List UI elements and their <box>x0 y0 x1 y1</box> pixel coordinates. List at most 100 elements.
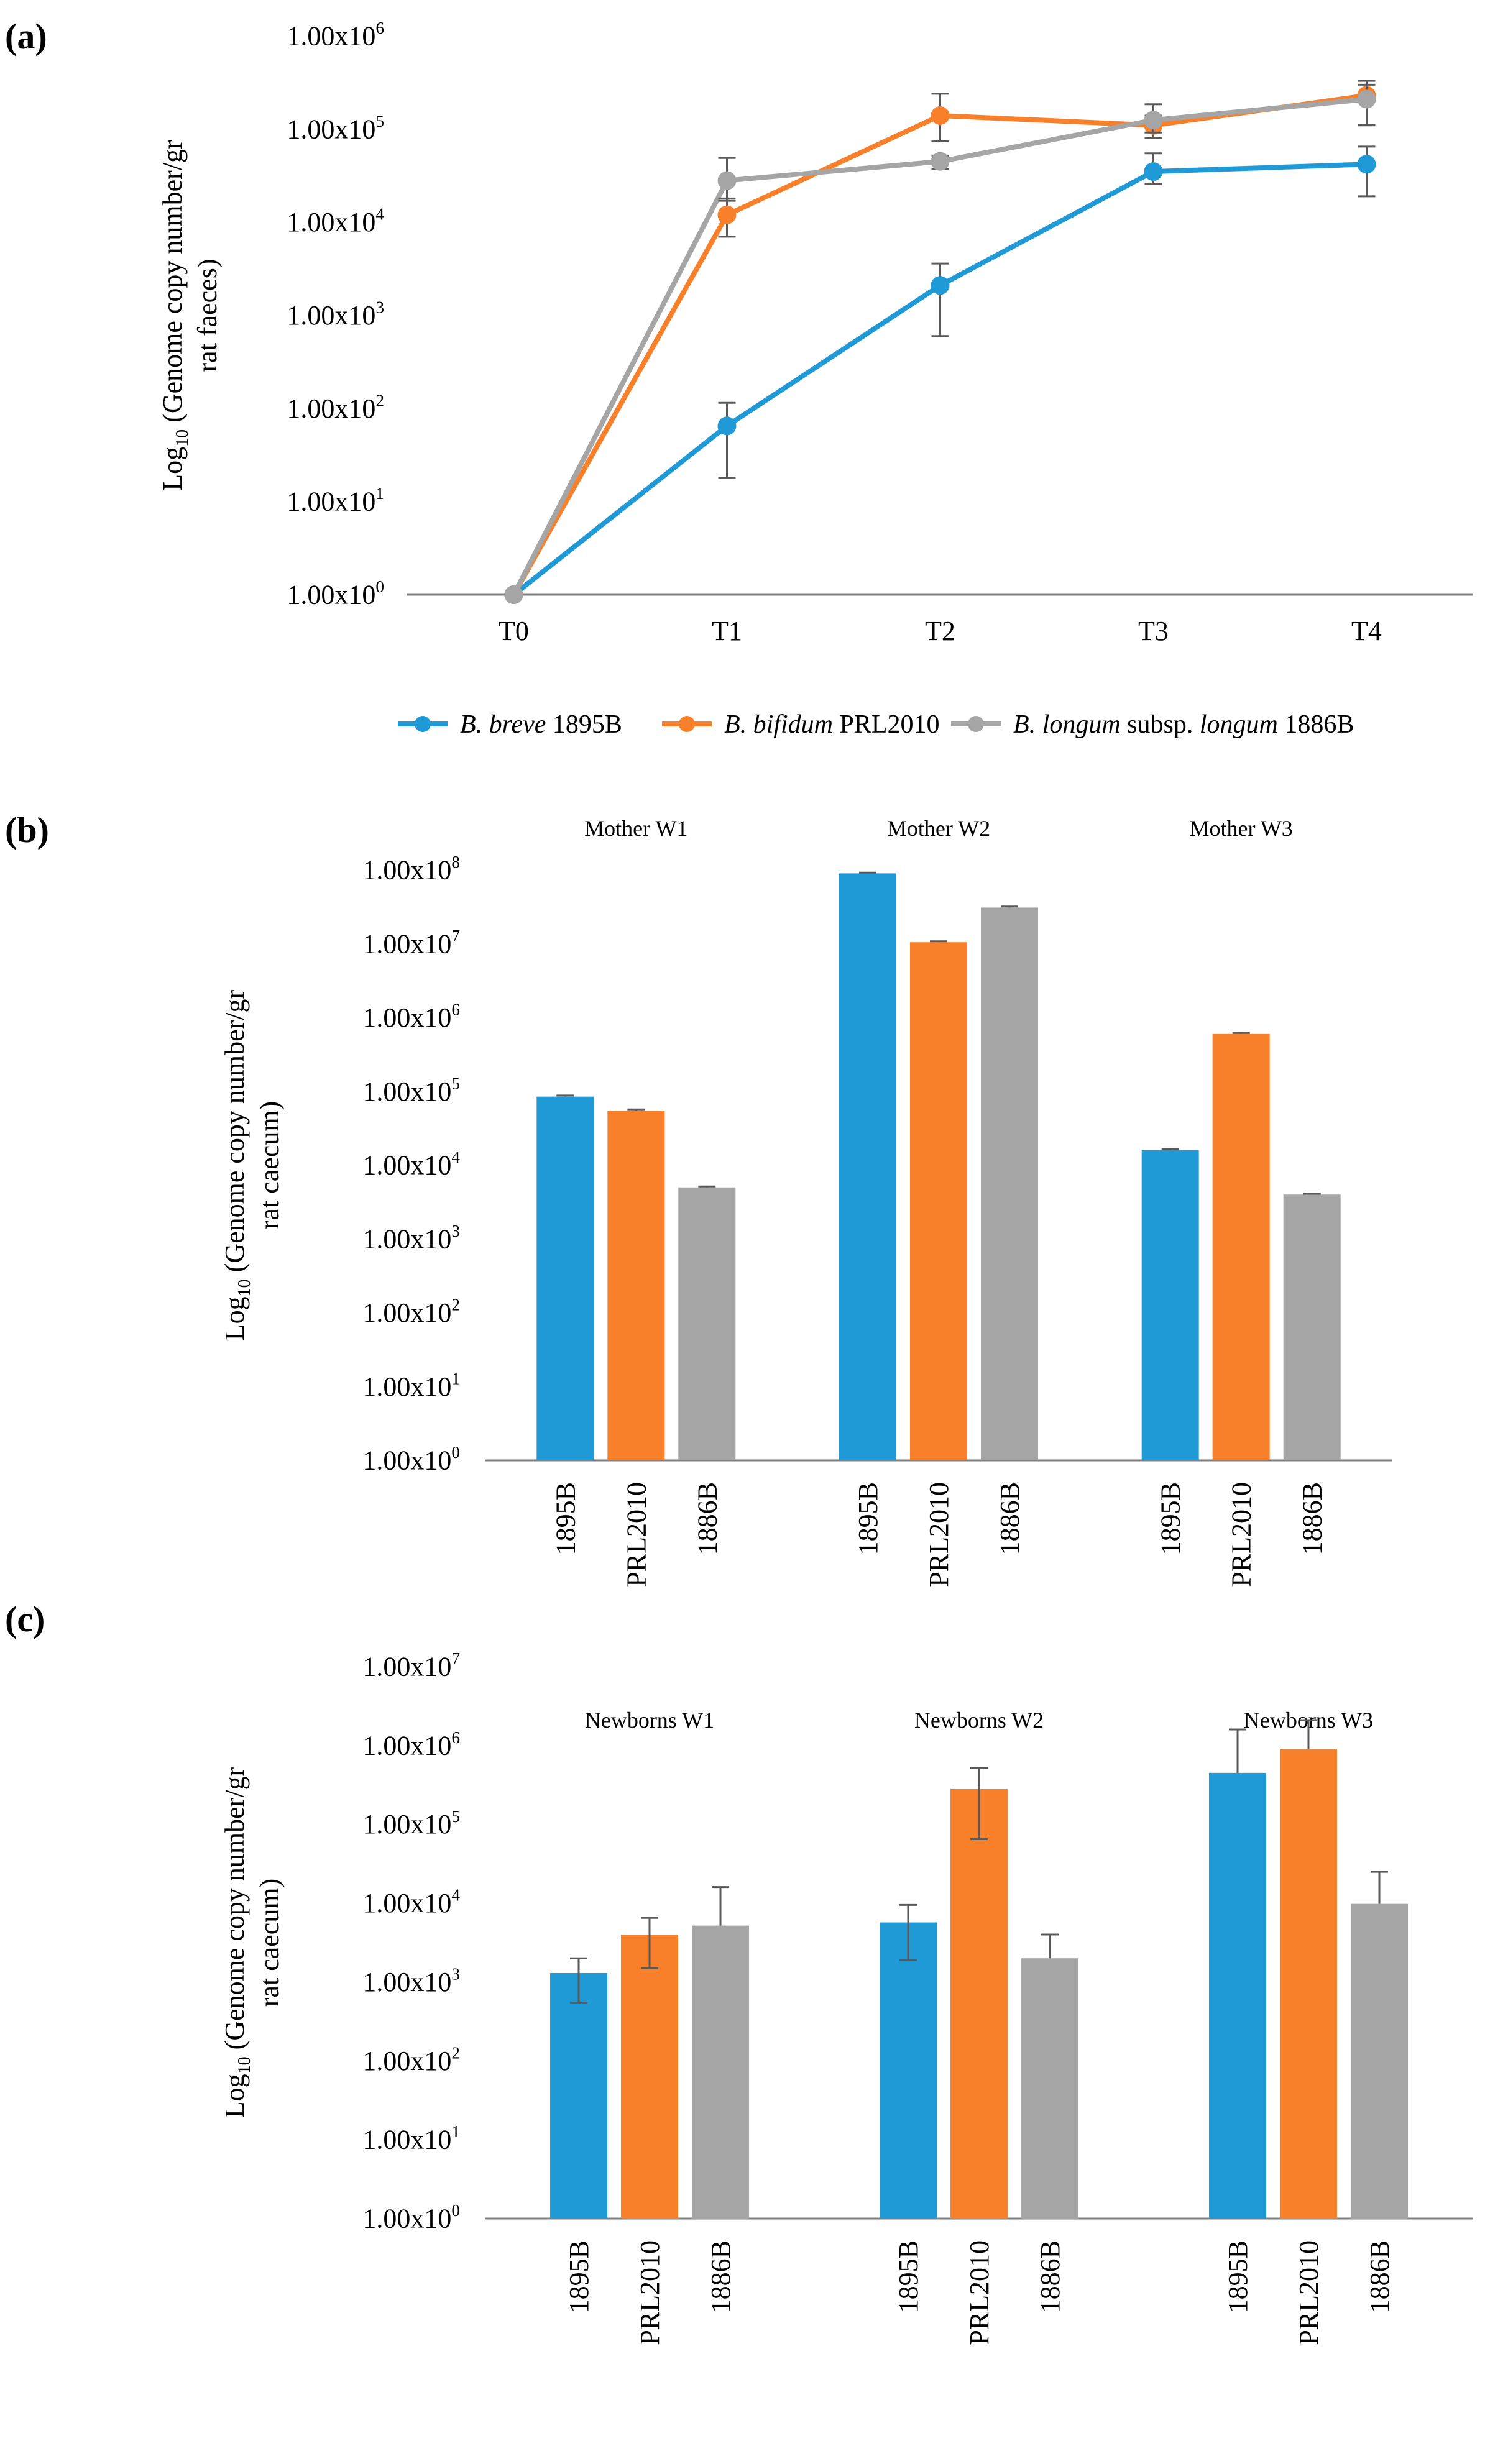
panel-b-bar-chart: (b) 1.00x100 1.00x101 1.00x102 1.00x103 1.00x… <box>5 810 1392 1587</box>
x-category-label: PRL2010 <box>621 1482 651 1587</box>
y-tick-label: 1.00x104 <box>287 205 384 237</box>
bar-PRL2010 <box>1280 1749 1337 2219</box>
panel-label-c: (c) <box>5 1599 45 1639</box>
y-axis-title-line-2: rat caecum) <box>254 1101 285 1229</box>
x-category-label: 1886B <box>706 2240 736 2313</box>
y-tick-label: 1.00x107 <box>362 927 460 959</box>
data-point-1886B <box>1144 111 1163 130</box>
bar-PRL2010 <box>621 1935 678 2219</box>
bar-1895B <box>1209 1772 1266 2219</box>
legend-label: B. bifidum PRL2010 <box>724 710 940 739</box>
y-tick-label: 1.00x101 <box>287 484 384 516</box>
y-tick-label: 1.00x106 <box>362 1728 460 1761</box>
y-tick-label: 1.00x103 <box>362 1964 460 1997</box>
bar-1886B <box>1351 1903 1408 2219</box>
y-tick-label: 1.00x105 <box>287 112 384 144</box>
x-tick-label: T4 <box>1351 616 1382 646</box>
data-point-1886B <box>504 585 523 604</box>
x-category-label: 1895B <box>1156 1482 1186 1555</box>
bar-PRL2010 <box>1212 1033 1270 1460</box>
x-tick-label: T2 <box>925 616 955 646</box>
bar-PRL2010 <box>607 1111 665 1460</box>
y-axis-title: Log10 (Genome copy number/gr rat caecum) <box>219 989 285 1340</box>
y-tick-label: 1.00x105 <box>362 1807 460 1839</box>
data-point-1886B <box>717 171 737 190</box>
bar-1895B <box>550 1972 607 2219</box>
bar-1886B <box>1021 1958 1078 2219</box>
y-tick-label: 1.00x104 <box>362 1886 460 1918</box>
bar-1895B <box>536 1096 594 1460</box>
data-point-1895B <box>931 276 950 295</box>
y-tick-label: 1.00x103 <box>287 298 384 331</box>
bar-1886B <box>1283 1194 1341 1460</box>
legend-swatch-marker <box>679 716 695 732</box>
panel-c-bar-chart: (c) 1.00x100 1.00x101 1.00x102 1.00x103 1.00x… <box>5 1599 1473 2345</box>
legend-swatch-marker <box>415 716 431 732</box>
group-label: Newborns W1 <box>585 1708 714 1733</box>
x-category-label: 1886B <box>995 1482 1025 1555</box>
legend-label: B. breve 1895B <box>460 710 622 739</box>
x-category-label: 1886B <box>1297 1482 1328 1555</box>
x-category-label: PRL2010 <box>964 2240 995 2345</box>
bar-1886B <box>692 1925 749 2219</box>
x-category-label: 1895B <box>550 1482 581 1555</box>
x-category-label: PRL2010 <box>1226 1482 1257 1587</box>
y-tick-label: 1.00x102 <box>287 391 384 423</box>
bar-1895B <box>1141 1150 1199 1460</box>
data-point-PRL2010 <box>717 205 737 224</box>
x-category-label: 1895B <box>853 1482 883 1555</box>
x-category-label: 1895B <box>564 2240 594 2313</box>
y-tick-label: 1.00x106 <box>287 19 384 51</box>
panel-label-a: (a) <box>5 16 47 57</box>
data-point-1886B <box>931 152 950 171</box>
bar-PRL2010 <box>950 1788 1008 2219</box>
group-label: Mother W1 <box>584 816 687 841</box>
bar-1895B <box>839 873 896 1460</box>
x-tick-label: T0 <box>499 616 529 646</box>
x-category-label: PRL2010 <box>1294 2240 1324 2345</box>
legend-item-PRL2010: B. bifidum PRL2010 <box>662 710 940 739</box>
bar-1895B <box>880 1922 937 2219</box>
y-tick-label: 1.00x102 <box>362 1296 460 1328</box>
x-tick-label: T3 <box>1138 616 1169 646</box>
y-tick-label: 1.00x100 <box>362 1443 460 1475</box>
x-tick-label: T1 <box>712 616 742 646</box>
y-tick-label: 1.00x107 <box>362 1649 460 1682</box>
x-category-label: 1886B <box>1364 2240 1395 2313</box>
y-axis-title-line-1: Log10 (Genome copy number/gr <box>157 140 192 491</box>
data-point-1886B <box>1357 89 1376 109</box>
y-tick-label: 1.00x102 <box>362 2043 460 2076</box>
y-axis-title-line-1: Log10 (Genome copy number/gr <box>219 989 254 1340</box>
y-tick-label: 1.00x105 <box>362 1074 460 1106</box>
panel-a-line-chart: (a) 1.00x100 1.00x101 1.00x102 1.00x103 1.00x… <box>5 16 1473 739</box>
x-category-label: 1895B <box>1223 2240 1253 2313</box>
y-tick-label: 1.00x100 <box>362 2201 460 2233</box>
legend-label: B. longum subsp. longum 1886B <box>1013 710 1354 739</box>
y-tick-label: 1.00x108 <box>362 853 460 885</box>
x-category-label: 1886B <box>1035 2240 1065 2313</box>
panel-label-b: (b) <box>5 810 49 850</box>
x-category-label: PRL2010 <box>635 2240 665 2345</box>
bar-1886B <box>678 1187 736 1460</box>
data-point-1895B <box>717 416 737 436</box>
x-category-label: 1886B <box>692 1482 722 1555</box>
series-line-1886B <box>511 96 1367 596</box>
legend-item-1895B: B. breve 1895B <box>398 710 622 739</box>
bar-PRL2010 <box>910 942 967 1460</box>
y-tick-label: 1.00x101 <box>362 2122 460 2155</box>
y-axis-title-line-2: rat caecum) <box>254 1879 285 2007</box>
y-axis-title: Log10 (Genome copy number/gr rat faeces) <box>157 140 223 491</box>
y-axis-title: Log10 (Genome copy number/gr rat caecum) <box>219 1767 285 2118</box>
series-line-1895B <box>512 162 1367 597</box>
legend-item-1886B: B. longum subsp. longum 1886B <box>951 710 1354 739</box>
legend-swatch-marker <box>968 716 984 732</box>
y-tick-label: 1.00x103 <box>362 1222 460 1254</box>
group-label: Mother W2 <box>887 816 990 841</box>
data-point-PRL2010 <box>931 106 950 125</box>
y-axis-title-line-2: rat faeces) <box>192 259 223 372</box>
y-axis-title-line-1: Log10 (Genome copy number/gr <box>219 1767 254 2118</box>
x-category-label: 1895B <box>893 2240 924 2313</box>
bar-1886B <box>981 907 1038 1460</box>
y-tick-label: 1.00x104 <box>362 1148 460 1180</box>
